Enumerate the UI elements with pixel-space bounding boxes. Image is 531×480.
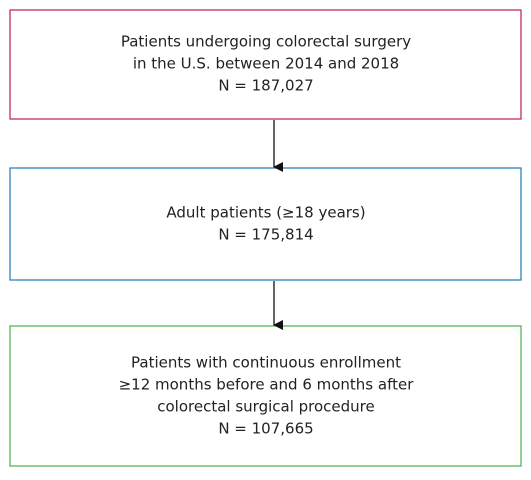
node-text: Patients with continuous enrollment	[131, 354, 401, 372]
labels: Patients undergoing colorectal surgery in…	[119, 33, 415, 438]
box	[9, 9, 522, 120]
node-text: Patients undergoing colorectal surgery	[121, 33, 411, 51]
box	[9, 325, 522, 467]
node-text: colorectal surgical procedure	[157, 398, 375, 416]
node-text: N = 187,027	[218, 77, 313, 95]
node-text: N = 107,665	[218, 420, 313, 438]
box	[9, 167, 522, 281]
node-text: Adult patients (≥18 years)	[166, 204, 365, 222]
node-text: ≥12 months before and 6 months after	[119, 376, 415, 394]
node-text: in the U.S. between 2014 and 2018	[133, 55, 399, 73]
node-text: N = 175,814	[218, 226, 313, 244]
